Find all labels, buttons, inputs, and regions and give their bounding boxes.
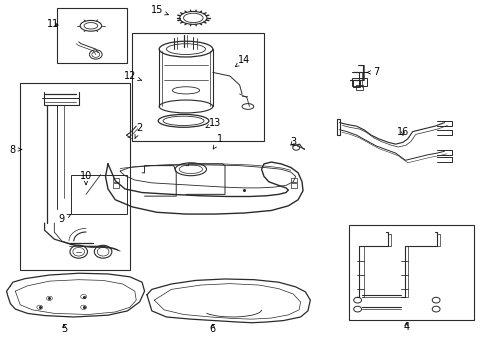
Bar [291,183,297,188]
Text: 4: 4 [403,322,408,332]
Bar [291,178,297,182]
Text: 5: 5 [61,324,67,334]
Bar [351,78,366,86]
Bar [355,85,363,90]
Text: 3: 3 [289,138,296,147]
Text: 6: 6 [209,324,215,334]
Text: 10: 10 [80,171,92,185]
Text: 1: 1 [213,134,223,149]
Bar [352,80,359,87]
Text: 16: 16 [396,127,408,136]
Bar [20,83,130,270]
Text: 9: 9 [59,215,70,224]
Bar [113,178,119,182]
Text: 14: 14 [235,55,250,67]
Bar [57,8,127,63]
Bar [132,33,264,140]
Text: 8: 8 [10,144,21,154]
Bar [348,225,473,320]
Text: 11: 11 [47,19,59,29]
Text: 13: 13 [205,118,221,128]
Text: 12: 12 [123,71,141,81]
Text: 7: 7 [366,67,379,77]
Text: 15: 15 [150,5,168,15]
Bar [113,183,119,188]
Bar [71,175,127,214]
Text: 2: 2 [135,123,142,138]
